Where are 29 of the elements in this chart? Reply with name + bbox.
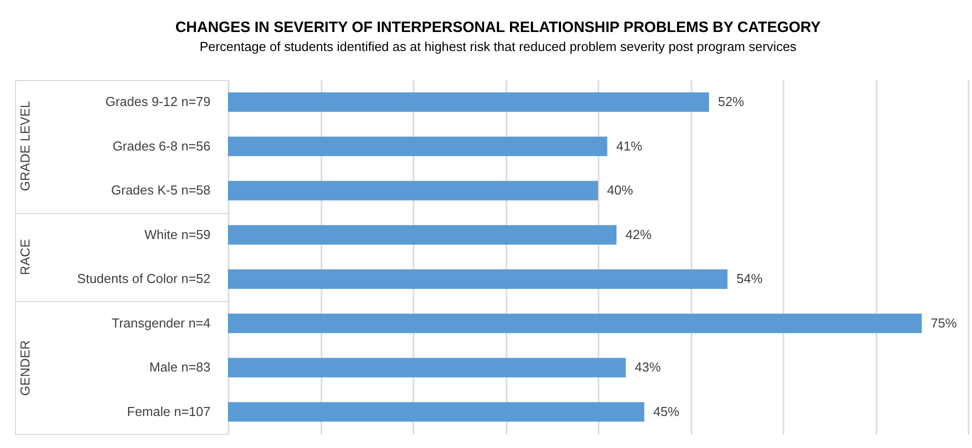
y-tick-label: Grades 9-12 n=79	[105, 94, 210, 110]
bar	[228, 269, 728, 289]
y-tick-label: Male n=83	[149, 360, 210, 375]
y-tick-label: White n=59	[144, 226, 210, 242]
bar	[228, 136, 608, 156]
y-tick-label: Students of Color n=52	[77, 271, 210, 286]
bar	[228, 180, 598, 200]
data-label: 41%	[616, 138, 643, 154]
bar	[228, 225, 616, 245]
data-label: 52%	[718, 94, 744, 110]
bar	[228, 402, 644, 422]
bar	[228, 314, 922, 334]
chart-subtitle: Percentage of students identified as at highest risk that reduced problem severity post program services	[200, 39, 797, 54]
data-label: 42%	[626, 226, 652, 242]
chart-title: CHANGES IN SEVERITY OF INTERPERSONAL RELATIONSHIP PROBLEMS BY CATEGORY	[175, 19, 821, 36]
data-label: 43%	[634, 360, 662, 375]
y-tick-label: Grades 6-8 n=56	[112, 138, 210, 154]
data-label: 45%	[653, 404, 680, 419]
data-label: 75%	[930, 315, 958, 330]
bar	[228, 358, 626, 378]
bar	[228, 92, 709, 112]
data-label: 54%	[736, 271, 763, 286]
y-tick-label: Transgender n=4	[112, 315, 210, 330]
text: RACE	[18, 238, 32, 276]
text: GRADE LEVEL	[18, 101, 32, 192]
y-tick-label: Grades K-5 n=58	[111, 182, 210, 198]
text: GENDER	[18, 340, 32, 396]
data-label: 40%	[607, 182, 634, 198]
y-tick-label: Female n=107	[127, 404, 210, 419]
